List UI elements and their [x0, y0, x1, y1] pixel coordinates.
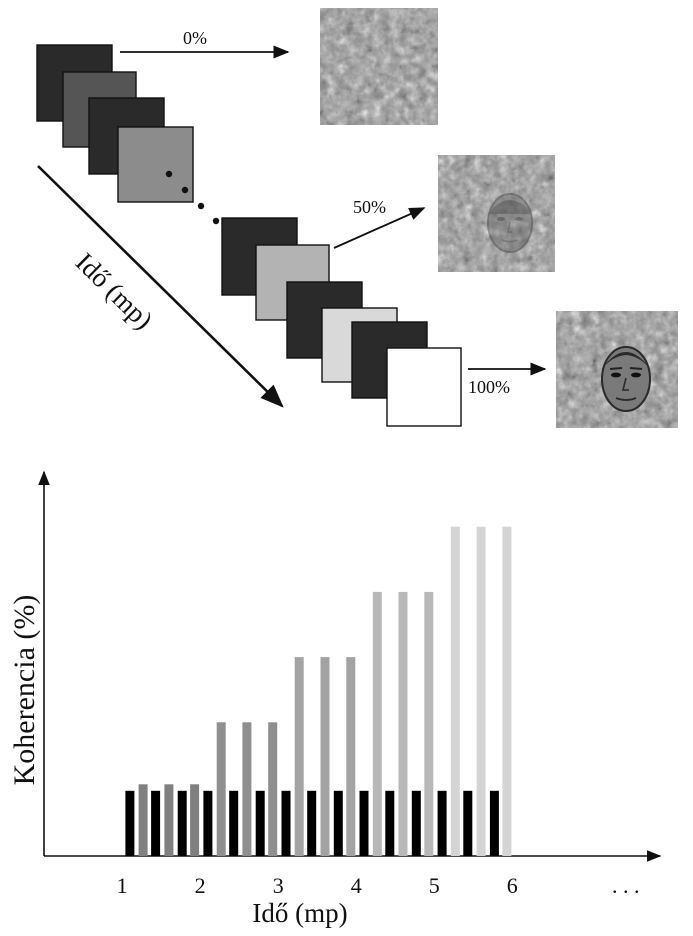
image-50-percent-coherence [438, 155, 555, 272]
stimulus-frame-10 [386, 347, 462, 427]
mask-bar-23 [411, 790, 421, 856]
mask-bar-7 [203, 790, 213, 856]
face-bar-8 [216, 722, 226, 856]
mask-bar-11 [255, 790, 265, 856]
x-tick-label-4: 4 [351, 873, 362, 898]
x-tick-label-3: 3 [273, 873, 284, 898]
face-bar-28 [476, 526, 486, 856]
x-tick-label-6: 6 [507, 873, 518, 898]
face-bar-4 [164, 784, 174, 856]
mask-bar-29 [489, 790, 499, 856]
chart-bars [125, 526, 512, 856]
face-bar-30 [502, 526, 512, 856]
x-tick-label-2: 2 [195, 873, 206, 898]
image-100-percent-coherence [556, 311, 678, 428]
mask-bar-5 [177, 790, 187, 856]
face-bar-2 [138, 784, 148, 856]
time-direction-arrow [37, 165, 284, 408]
face-bar-16 [320, 657, 330, 856]
mask-bar-3 [151, 790, 161, 856]
x-axis-label: Idő (mp) [252, 898, 347, 928]
stimulus-frame-sequence [36, 44, 462, 427]
coherence-chart: 1 2 3 4 5 6 . . . Idő (mp) Koherencia (%) [8, 470, 662, 928]
sequence-continuation-dots [165, 170, 220, 225]
x-tick-labels: 1 2 3 4 5 6 [117, 873, 518, 898]
mask-bar-19 [359, 790, 369, 856]
face-bar-14 [294, 657, 304, 856]
mask-bar-27 [463, 790, 473, 856]
label-0-percent: 0% [183, 28, 207, 48]
image-0-percent-coherence [320, 8, 438, 125]
face-bar-26 [450, 526, 460, 856]
face-bar-12 [268, 722, 278, 856]
face-bar-6 [190, 784, 200, 856]
y-axis-label: Koherencia (%) [8, 595, 41, 786]
mask-bar-1 [125, 790, 135, 856]
mask-bar-13 [281, 790, 291, 856]
face-bar-24 [424, 591, 434, 856]
label-100-percent: 100% [468, 377, 510, 397]
label-50-percent: 50% [353, 197, 386, 217]
faint-face-icon [487, 193, 533, 253]
face-bar-22 [398, 591, 408, 856]
arrow-to-50-percent-image [333, 207, 426, 249]
face-bar-20 [372, 591, 382, 856]
stimulus-frame-4 [117, 126, 194, 203]
mask-bar-25 [437, 790, 447, 856]
x-tick-label-5: 5 [429, 873, 440, 898]
mask-bar-17 [333, 790, 343, 856]
face-bar-10 [242, 722, 252, 856]
face-bar-18 [346, 657, 356, 856]
mask-bar-9 [229, 790, 239, 856]
mask-bar-15 [307, 790, 317, 856]
face-icon [601, 346, 651, 412]
mask-bar-21 [385, 790, 395, 856]
x-tick-label-1: 1 [117, 873, 128, 898]
time-arrow-label: Idő (mp) [70, 247, 159, 335]
x-axis-ellipsis: . . . [612, 873, 640, 898]
